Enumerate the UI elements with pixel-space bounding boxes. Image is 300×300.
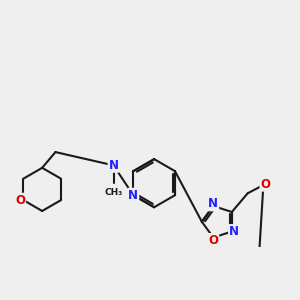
Text: N: N [128, 189, 138, 202]
Text: N: N [208, 197, 218, 210]
Text: CH₃: CH₃ [104, 188, 123, 197]
Text: O: O [208, 234, 218, 247]
Text: O: O [260, 178, 270, 191]
Text: N: N [229, 225, 239, 238]
Text: N: N [109, 159, 118, 172]
Text: O: O [15, 194, 25, 207]
